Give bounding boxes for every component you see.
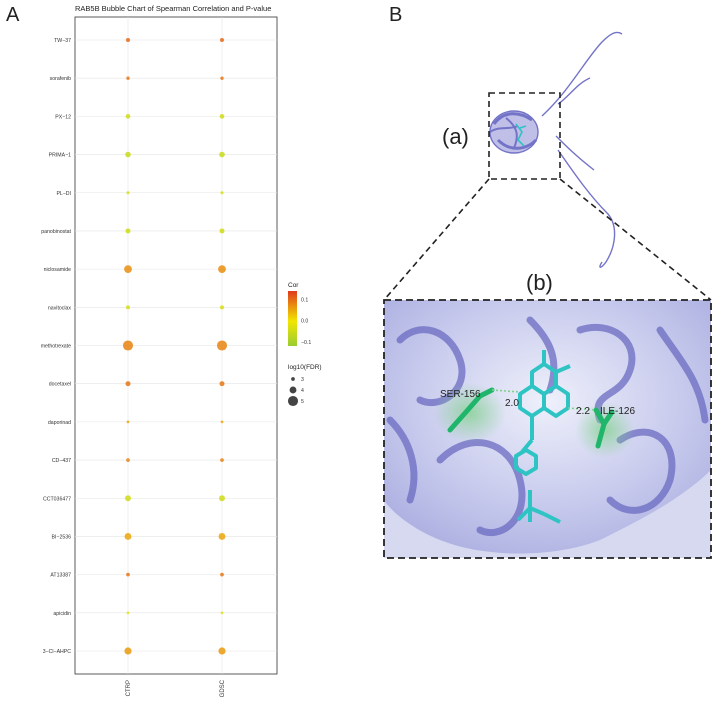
- color-legend-bar: [288, 291, 297, 346]
- y-tick-label: panobinostat: [41, 229, 71, 235]
- size-legend-items: 3 4 5: [287, 377, 304, 407]
- size-legend-bubble: [287, 395, 299, 407]
- y-tick-label: docetaxel: [49, 382, 71, 388]
- bubble: [126, 572, 130, 577]
- size-legend-title: log10(FDR): [288, 364, 322, 371]
- y-tick-label: AT13387: [50, 573, 71, 579]
- x-tick-label: GDSC: [220, 679, 226, 697]
- y-tick-label: daporinad: [48, 420, 71, 426]
- size-legend-bubble: [291, 377, 295, 381]
- bubble: [125, 495, 131, 502]
- bubble: [218, 265, 226, 274]
- size-legend-bubble: [289, 386, 297, 394]
- bubble: [220, 38, 224, 42]
- y-tick-labels: TW−37 sorafenib PX−12 PRIMA−1 PL−DI panobinos…: [41, 38, 72, 655]
- bubble: [216, 340, 228, 351]
- bubble: [124, 532, 132, 540]
- bubble: [125, 228, 131, 234]
- hbond-distance-1: 2.0: [505, 398, 519, 409]
- chart-title: RAB5B Bubble Chart of Spearman Correlati…: [75, 4, 271, 13]
- y-tick-label: CD−437: [52, 458, 71, 464]
- y-tick-label: PX−12: [55, 114, 71, 120]
- bubble-chart: RAB5B Bubble Chart of Spearman Correlati…: [41, 4, 322, 697]
- docking-figure: (a) (b): [383, 31, 712, 559]
- bubble: [218, 532, 226, 540]
- ligand-overview: [515, 123, 527, 147]
- color-legend-tick: 0.1: [301, 297, 308, 303]
- bubble: [219, 151, 225, 158]
- bubble: [125, 114, 131, 119]
- hbond-distance-2: 2.2: [576, 406, 590, 417]
- binding-pocket-view: SER-156 ILE-126 2.0 2.2: [384, 300, 711, 558]
- residue-label-ser156: SER-156: [440, 389, 481, 400]
- y-tick-label: PRIMA−1: [49, 153, 71, 159]
- y-tick-label: BI−2536: [52, 534, 72, 540]
- y-tick-label: 3−Cl−AHPC: [43, 649, 72, 655]
- bubble: [220, 420, 224, 424]
- bubbles: [122, 38, 228, 655]
- zoom-line-left: [383, 178, 490, 301]
- y-tick-label: navitoclax: [48, 305, 71, 311]
- zoom-line-right: [559, 178, 712, 301]
- bubble: [220, 572, 224, 577]
- zoom-box: [383, 299, 712, 559]
- x-tick-label: CTRP: [126, 680, 132, 696]
- y-tick-label: sorafenib: [50, 76, 71, 82]
- bubble: [125, 151, 131, 158]
- bubble: [124, 647, 132, 655]
- size-legend-label: 3: [301, 377, 304, 383]
- y-tick-label: apicidin: [53, 611, 71, 617]
- bubble: [122, 340, 134, 351]
- y-tick-label: CCT036477: [43, 496, 71, 502]
- color-legend-tick: 0.0: [301, 319, 308, 325]
- residue-label-ile126: ILE-126: [600, 406, 635, 417]
- y-tick-label: PL−DI: [56, 191, 71, 197]
- panel-a-letter: A: [6, 4, 20, 26]
- bubble: [219, 381, 225, 387]
- bubble: [126, 76, 130, 80]
- y-tick-label: niclosamide: [44, 267, 72, 273]
- bubble: [220, 191, 224, 195]
- bubble: [124, 265, 132, 274]
- grid-lines: [75, 17, 277, 674]
- bubble: [126, 305, 130, 310]
- bubble: [220, 458, 224, 462]
- bubble: [219, 114, 225, 119]
- size-legend-label: 5: [301, 399, 304, 405]
- bubble: [126, 458, 130, 462]
- bubble: [126, 191, 130, 195]
- bubble: [218, 647, 226, 655]
- color-legend-title: Cor: [288, 282, 299, 289]
- size-legend-label: 4: [301, 388, 304, 394]
- bubble: [220, 611, 224, 615]
- bubble: [126, 38, 130, 42]
- bubble: [220, 305, 224, 310]
- bubble: [126, 611, 130, 615]
- overview-zoom-box: [488, 92, 561, 180]
- label-b: (b): [526, 270, 553, 295]
- protein-overview: [489, 31, 623, 268]
- x-tick-labels: CTRP GDSC: [126, 679, 226, 697]
- bubble: [219, 495, 225, 502]
- y-tick-label: methotrexate: [41, 344, 71, 350]
- label-a: (a): [442, 124, 469, 149]
- bubble: [220, 76, 224, 80]
- bubble: [219, 228, 225, 234]
- panel-b-letter: B: [389, 4, 403, 26]
- bubble: [125, 381, 131, 387]
- y-tick-label: TW−37: [54, 38, 71, 44]
- bubble: [126, 420, 130, 424]
- color-legend-tick: −0.1: [301, 340, 311, 346]
- color-legend-ticks: 0.1 0.0 −0.1: [301, 297, 311, 345]
